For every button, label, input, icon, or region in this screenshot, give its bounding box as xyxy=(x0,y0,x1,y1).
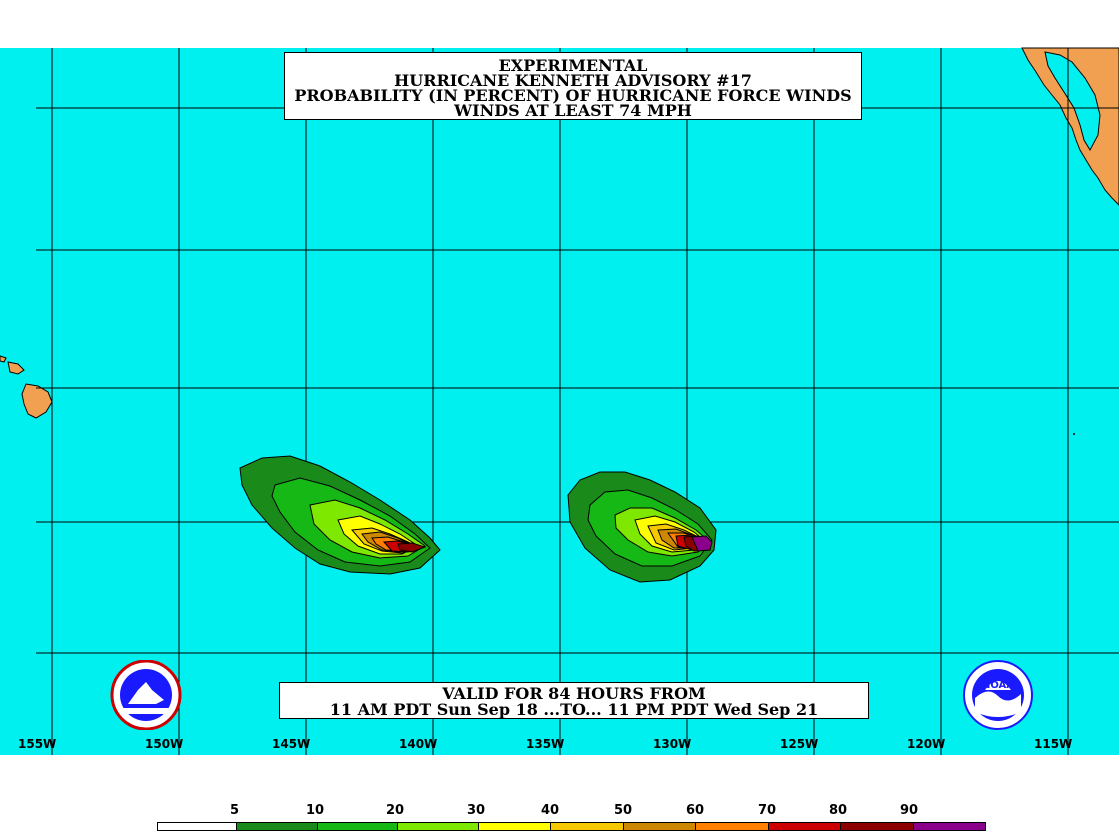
lon-label-150w: 150W xyxy=(145,737,184,751)
graticule xyxy=(36,48,1119,755)
valid-period-box: VALID FOR 84 HOURS FROM 11 AM PDT Sun Se… xyxy=(279,682,869,719)
land-gulf xyxy=(1044,51,1101,152)
legend-label-50: 50 xyxy=(614,803,633,818)
speck xyxy=(1073,433,1075,435)
noaa-logo-icon: NOAA xyxy=(963,660,1033,730)
lon-label-135w: 135W xyxy=(526,737,565,751)
lon-label-115w: 115W xyxy=(1034,737,1073,751)
legend-swatch-9 xyxy=(841,822,914,831)
land-hawaii-maui xyxy=(7,361,25,375)
title-box: EXPERIMENTAL HURRICANE KENNETH ADVISORY … xyxy=(284,52,862,120)
legend-swatch-6 xyxy=(624,822,696,831)
legend-swatch-5 xyxy=(551,822,624,831)
legend-swatch-0 xyxy=(157,822,237,831)
legend-label-10: 10 xyxy=(306,803,325,818)
nws-logo-icon xyxy=(110,660,182,730)
title-line-2: HURRICANE KENNETH ADVISORY #17 xyxy=(394,71,752,90)
probability-swath-west xyxy=(239,455,441,575)
land-baja-mexico xyxy=(1021,47,1119,206)
lon-label-140w: 140W xyxy=(399,737,438,751)
legend-swatch-1 xyxy=(237,822,318,831)
land-hawaii-small xyxy=(0,355,7,363)
legend-label-30: 30 xyxy=(467,803,486,818)
lon-label-125w: 125W xyxy=(780,737,819,751)
legend-label-40: 40 xyxy=(541,803,560,818)
legend-swatch-8 xyxy=(769,822,841,831)
lon-label-130w: 130W xyxy=(653,737,692,751)
legend-swatch-10 xyxy=(914,822,986,831)
lon-label-145w: 145W xyxy=(272,737,311,751)
legend-color-bar xyxy=(157,822,986,831)
legend-label-20: 20 xyxy=(386,803,405,818)
legend-swatch-3 xyxy=(398,822,479,831)
land-hawaii-big-island xyxy=(21,383,53,419)
lon-label-155w: 155W xyxy=(18,737,57,751)
valid-line-1: VALID FOR 84 HOURS FROM xyxy=(442,684,706,703)
noaa-logo-text: NOAA xyxy=(982,680,1014,691)
title-line-1: EXPERIMENTAL xyxy=(498,56,648,75)
legend-label-70: 70 xyxy=(758,803,777,818)
legend-swatch-7 xyxy=(696,822,769,831)
legend-label-90: 90 xyxy=(900,803,919,818)
probability-swath-east xyxy=(567,471,717,583)
legend-label-80: 80 xyxy=(829,803,848,818)
title-line-3: PROBABILITY (IN PERCENT) OF HURRICANE FO… xyxy=(294,86,852,105)
lon-label-120w: 120W xyxy=(907,737,946,751)
title-line-4: WINDS AT LEAST 74 MPH xyxy=(454,101,692,120)
legend-label-60: 60 xyxy=(686,803,705,818)
legend-label-5: 5 xyxy=(230,803,240,818)
legend-swatch-4 xyxy=(479,822,551,831)
valid-line-2: 11 AM PDT Sun Sep 18 ...TO... 11 PM PDT … xyxy=(329,700,819,719)
legend-swatch-2 xyxy=(318,822,398,831)
